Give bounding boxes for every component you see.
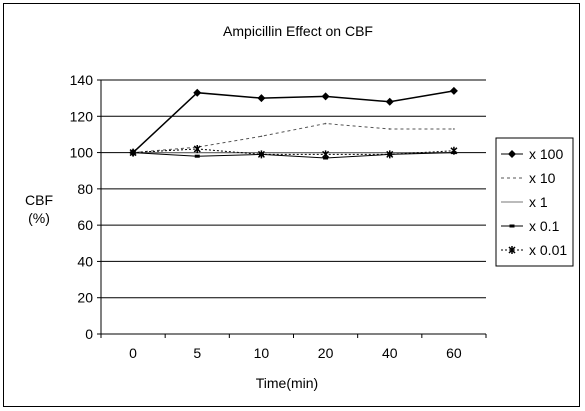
legend-entry: x 10 (501, 170, 556, 186)
legend-label: x 0.01 (529, 242, 567, 258)
legend-marker (509, 224, 515, 228)
chart-title: Ampicillin Effect on CBF (223, 23, 373, 39)
data-point (449, 86, 458, 95)
data-point (260, 135, 263, 138)
data-point (193, 144, 201, 153)
x-tick-label: 0 (129, 345, 137, 361)
series-2 (132, 122, 455, 154)
y-tick-label: 40 (77, 253, 93, 269)
x-tick-label: 40 (382, 345, 398, 361)
x-tick-label: 20 (318, 345, 334, 361)
y-axis-label-line2: (%) (28, 210, 50, 226)
y-axis-label-line1: CBF (25, 192, 53, 208)
data-point (321, 92, 330, 101)
data-point (453, 128, 455, 130)
data-point (129, 148, 137, 157)
series-line (133, 148, 454, 155)
y-tick-label: 20 (77, 290, 93, 306)
legend-entry: x 0.01 (501, 242, 567, 258)
data-point (388, 128, 391, 130)
series-line (133, 123, 454, 154)
legend-entry: x 0.1 (501, 218, 560, 234)
y-tick-label: 120 (70, 108, 94, 124)
data-point (324, 122, 327, 125)
x-axis-label: Time(min) (256, 375, 318, 391)
y-tick-label: 80 (77, 181, 93, 197)
data-point (193, 88, 202, 97)
series-1 (129, 86, 458, 157)
data-point (385, 97, 394, 106)
legend-marker (508, 150, 516, 158)
legend-label: x 10 (529, 170, 556, 186)
y-tick-label: 60 (77, 217, 93, 233)
x-tick-label: 5 (193, 345, 201, 361)
legend-entry: x 100 (501, 146, 563, 162)
data-point (194, 154, 200, 158)
data-point (322, 150, 330, 159)
data-point (257, 94, 266, 103)
y-tick-label: 0 (85, 326, 93, 342)
data-point (386, 150, 394, 159)
legend-label: x 0.1 (529, 218, 560, 234)
x-tick-label: 10 (254, 345, 270, 361)
legend-label: x 1 (529, 194, 548, 210)
series-line (132, 90, 455, 154)
y-tick-label: 140 (70, 72, 94, 88)
legend-entry: x 1 (501, 194, 548, 210)
data-point (450, 146, 458, 155)
data-point (257, 150, 265, 159)
x-tick-label: 60 (446, 345, 462, 361)
legend-marker (508, 246, 516, 254)
series-line (133, 152, 454, 159)
chart-frame (3, 3, 580, 407)
y-tick-label: 100 (70, 145, 94, 161)
legend-label: x 100 (529, 146, 563, 162)
series-5 (129, 144, 458, 159)
